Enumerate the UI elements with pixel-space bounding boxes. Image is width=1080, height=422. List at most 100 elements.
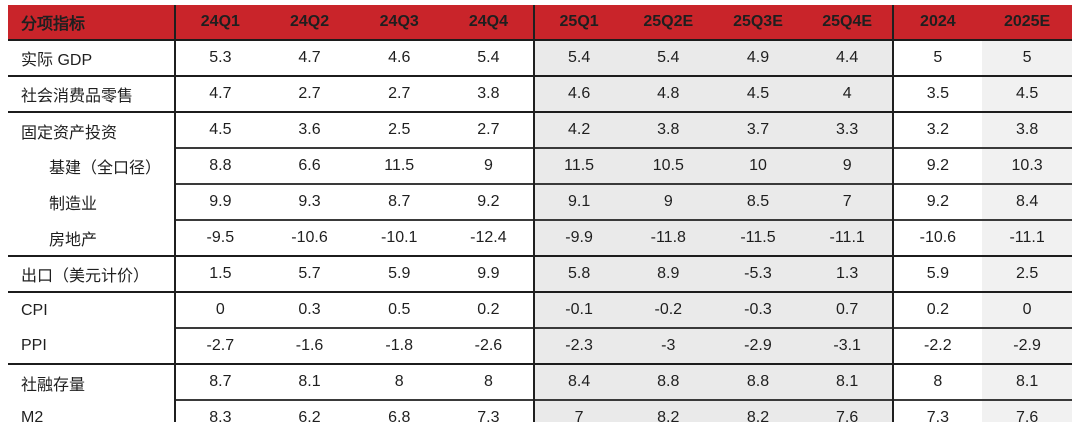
data-cell: 3.8 (444, 75, 535, 112)
data-cell: 4.7 (264, 39, 355, 76)
data-cell: 8 (354, 363, 445, 400)
data-cell: 7.3 (444, 399, 535, 422)
data-cell: 3.8 (623, 111, 714, 148)
data-cell: 5 (892, 39, 983, 76)
data-cell: -0.3 (713, 291, 803, 328)
data-cell: -12.4 (444, 219, 535, 256)
data-cell: 0.2 (892, 291, 983, 328)
data-cell: -10.6 (264, 219, 355, 256)
data-cell: 9.3 (264, 183, 355, 220)
data-cell: 11.5 (533, 147, 624, 184)
data-cell: 4.6 (354, 39, 445, 76)
row-label: 制造业 (8, 184, 176, 220)
header-cell-24Q2: 24Q2 (264, 5, 355, 40)
header-cell-2024: 2024 (892, 5, 983, 40)
data-cell: 5.3 (175, 39, 265, 76)
data-cell: 11.5 (354, 147, 445, 184)
data-cell: 8.7 (354, 183, 445, 220)
data-cell: 4.2 (533, 111, 624, 148)
table-row: 制造业 9.9 9.3 8.7 9.2 9.1 9 8.5 7 9.2 8.4 (8, 183, 1072, 220)
header-cell-24Q4: 24Q4 (444, 5, 535, 40)
data-cell: -3.1 (802, 327, 894, 364)
data-cell: 4 (802, 75, 894, 112)
data-cell: -5.3 (713, 255, 803, 292)
data-cell: 1.5 (175, 255, 265, 292)
data-cell: 8.2 (713, 399, 803, 422)
data-cell: -3 (623, 327, 714, 364)
data-cell: 0.7 (802, 291, 894, 328)
table-row: 社融存量 8.7 8.1 8 8 8.4 8.8 8.8 8.1 8 8.1 (8, 363, 1072, 400)
data-cell: 7.6 (982, 399, 1072, 422)
table-row: M2 8.3 6.2 6.8 7.3 7 8.2 8.2 7.6 7.3 7.6 (8, 399, 1072, 422)
data-cell: 9.2 (892, 183, 983, 220)
data-cell: 8.2 (623, 399, 714, 422)
header-cell-label: 分项指标 (8, 5, 176, 40)
data-cell: 9.2 (892, 147, 983, 184)
table-row: PPI -2.7 -1.6 -1.8 -2.6 -2.3 -3 -2.9 -3.1 -2.2 -2.… (8, 327, 1072, 364)
data-cell: 7 (533, 399, 624, 422)
data-cell: 10 (713, 147, 803, 184)
table-row: 出口（美元计价） 1.5 5.7 5.9 9.9 5.8 8.9 -5.3 1.3 5.9 2.5 (8, 255, 1072, 292)
data-cell: 9.9 (444, 255, 535, 292)
data-cell: 9.1 (533, 183, 624, 220)
data-cell: -11.1 (802, 219, 894, 256)
data-cell: 10.3 (982, 147, 1072, 184)
data-cell: 4.4 (802, 39, 894, 76)
data-cell: 4.6 (533, 75, 624, 112)
data-cell: 8.5 (713, 183, 803, 220)
header-row: 分项指标 24Q1 24Q2 24Q3 24Q4 25Q1 25Q2E 25Q3E 25Q4E 2… (8, 5, 1072, 40)
data-cell: -1.8 (354, 327, 445, 364)
data-cell: 5.4 (444, 39, 535, 76)
data-cell: 8 (444, 363, 535, 400)
data-cell: 4.5 (982, 75, 1072, 112)
data-cell: 8.1 (264, 363, 355, 400)
data-cell: 7 (802, 183, 894, 220)
data-cell: 2.7 (264, 75, 355, 112)
data-cell: -2.7 (175, 327, 265, 364)
data-cell: -2.3 (533, 327, 624, 364)
data-cell: -9.5 (175, 219, 265, 256)
data-cell: 0 (982, 291, 1072, 328)
data-cell: 4.8 (623, 75, 714, 112)
data-cell: -11.1 (982, 219, 1072, 256)
data-cell: 7.6 (802, 399, 894, 422)
data-cell: -2.9 (982, 327, 1072, 364)
data-cell: 4.7 (175, 75, 265, 112)
row-label: CPI (8, 291, 176, 328)
data-cell: 2.5 (354, 111, 445, 148)
data-cell: 3.3 (802, 111, 894, 148)
table-row: 固定资产投资 4.5 3.6 2.5 2.7 4.2 3.8 3.7 3.3 3.2 3.8 (8, 111, 1072, 148)
macro-indicators-table: 分项指标 24Q1 24Q2 24Q3 24Q4 25Q1 25Q2E 25Q3E 25Q4E 2… (8, 5, 1072, 422)
data-cell: 5.8 (533, 255, 624, 292)
data-cell: -10.1 (354, 219, 445, 256)
row-label: 实际 GDP (8, 39, 176, 76)
row-label: PPI (8, 328, 176, 364)
data-cell: 5.9 (354, 255, 445, 292)
table-row: CPI 0 0.3 0.5 0.2 -0.1 -0.2 -0.3 0.7 0.2 0 (8, 291, 1072, 328)
data-cell: -2.2 (892, 327, 983, 364)
row-label: 社会消费品零售 (8, 75, 176, 112)
data-cell: -0.1 (533, 291, 624, 328)
data-cell: 3.7 (713, 111, 803, 148)
data-cell: 2.5 (982, 255, 1072, 292)
data-cell: 8.7 (175, 363, 265, 400)
row-label: 固定资产投资 (8, 111, 176, 148)
data-cell: 0.3 (264, 291, 355, 328)
data-cell: -1.6 (264, 327, 355, 364)
data-cell: 5.9 (892, 255, 983, 292)
table-row: 基建（全口径） 8.8 6.6 11.5 9 11.5 10.5 10 9 9.2 10.3 (8, 147, 1072, 184)
data-cell: -0.2 (623, 291, 714, 328)
data-cell: -2.9 (713, 327, 803, 364)
table-body: 实际 GDP 5.3 4.7 4.6 5.4 5.4 5.4 4.9 4.4 5 5 社会消费品零售 4… (8, 39, 1072, 422)
data-cell: 6.2 (264, 399, 355, 422)
row-label: 房地产 (8, 220, 176, 256)
row-label: 社融存量 (8, 363, 176, 400)
data-cell: 9 (623, 183, 714, 220)
header-cell-25Q1: 25Q1 (533, 5, 624, 40)
header-cell-25Q3E: 25Q3E (713, 5, 803, 40)
data-cell: 7.3 (892, 399, 983, 422)
data-cell: 8.3 (175, 399, 265, 422)
header-cell-24Q3: 24Q3 (354, 5, 445, 40)
data-cell: 5.4 (623, 39, 714, 76)
data-cell: 0 (175, 291, 265, 328)
